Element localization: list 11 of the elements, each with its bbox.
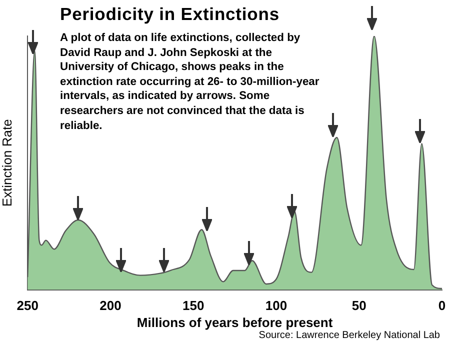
- y-axis-title: Extinction Rate: [0, 119, 14, 207]
- x-tick-label: 50: [352, 298, 366, 314]
- text: A plot of data on life extinctions, collected by David Raup and J. John Sepkoski at the University of Chicago, shows peaks in the extinction rate occurring at 26- to 30-million-year intervals, as indicated by arrows. Some researchers are not convinced that the data is reliable.: [60, 31, 320, 134]
- x-tick-label: 0: [438, 298, 446, 314]
- x-tick-label: 250: [16, 298, 38, 314]
- x-axis-title: Millions of years before present: [136, 314, 334, 330]
- x-tick-label: 150: [182, 298, 204, 314]
- x-tick-label: 100: [265, 298, 288, 314]
- x-tick-label: 200: [100, 298, 122, 314]
- chart-title: Periodicity in Extinctions: [60, 4, 280, 25]
- source-note: Source: Lawrence Berkeley National Lab: [258, 330, 440, 341]
